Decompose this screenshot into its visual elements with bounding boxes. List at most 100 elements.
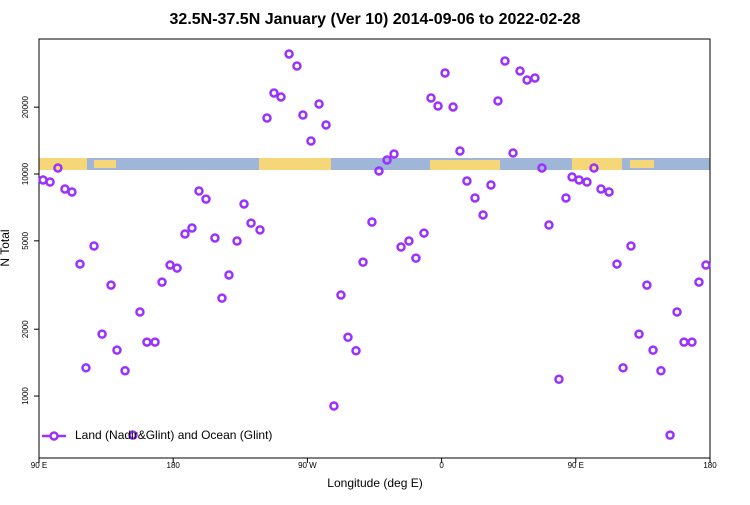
point — [687, 337, 697, 347]
point — [493, 96, 503, 106]
point — [329, 401, 339, 411]
point — [656, 365, 666, 376]
y-tick-label: 20000 — [21, 95, 30, 118]
point — [642, 280, 652, 290]
point — [522, 75, 532, 85]
point — [217, 293, 227, 303]
point — [306, 136, 316, 146]
point — [440, 68, 450, 78]
point — [500, 56, 510, 66]
point — [112, 345, 122, 355]
point — [648, 345, 658, 355]
y-tick-label: 10000 — [21, 162, 30, 185]
point — [455, 146, 465, 156]
point — [292, 61, 302, 71]
x-tick-label: 90 E — [31, 461, 47, 470]
point — [336, 290, 346, 300]
point — [574, 175, 584, 185]
point — [284, 49, 294, 59]
point — [530, 73, 540, 83]
point — [374, 166, 384, 176]
point — [554, 374, 564, 385]
point — [537, 163, 547, 173]
map-strip — [39, 158, 710, 170]
point — [67, 187, 77, 197]
point — [45, 177, 55, 187]
land-strip — [630, 160, 654, 168]
point — [351, 345, 361, 356]
point — [210, 233, 220, 243]
point — [298, 110, 308, 120]
point — [665, 430, 675, 440]
y-tick-label: 1000 — [21, 387, 30, 405]
point — [255, 225, 265, 235]
land-strip — [572, 158, 622, 170]
point — [478, 210, 488, 220]
point — [367, 217, 377, 227]
x-tick-label: 0 — [439, 461, 444, 470]
point — [618, 363, 628, 373]
point — [589, 163, 599, 173]
point — [389, 149, 399, 159]
point — [343, 332, 353, 342]
point — [262, 113, 272, 123]
point — [239, 199, 249, 209]
point — [106, 280, 116, 290]
x-axis-label: Longitude (deg E) — [327, 476, 422, 490]
point — [672, 307, 682, 317]
point — [626, 241, 636, 251]
point — [486, 180, 496, 190]
point — [515, 66, 525, 76]
point — [53, 163, 63, 173]
point — [89, 241, 99, 251]
x-tick-label: 180 — [167, 461, 181, 470]
point — [404, 236, 414, 246]
point — [128, 430, 138, 440]
chart-title: 32.5N-37.5N January (Ver 10) 2014-09-06 … — [170, 11, 581, 28]
point — [448, 102, 458, 112]
point — [224, 270, 234, 280]
point — [508, 148, 518, 158]
x-tick-label: 90 E — [568, 461, 584, 470]
legend-label: Land (Nadir&Glint) and Ocean (Glint) — [75, 428, 272, 442]
point — [433, 101, 443, 111]
point — [419, 228, 429, 238]
point — [382, 155, 392, 165]
point — [157, 277, 167, 287]
point — [269, 88, 279, 98]
plot-frame — [38, 38, 711, 459]
point — [194, 186, 204, 196]
legend-marker — [49, 431, 59, 441]
point — [81, 363, 91, 373]
point — [411, 253, 421, 263]
point — [396, 242, 406, 252]
point — [561, 193, 571, 203]
point — [694, 277, 704, 287]
point — [187, 223, 197, 233]
point — [321, 120, 331, 130]
point — [596, 184, 606, 194]
x-tick-label: 90 W — [298, 461, 317, 470]
point — [150, 337, 160, 347]
point — [634, 329, 644, 339]
y-tick-label: 2000 — [21, 320, 30, 338]
point — [97, 329, 107, 339]
land-strip — [39, 158, 87, 170]
point — [75, 259, 85, 269]
x-tick-label: 180 — [703, 461, 717, 470]
point — [358, 257, 368, 267]
land-strip — [430, 160, 500, 170]
point — [120, 365, 130, 376]
land-strip — [94, 160, 116, 168]
point — [180, 229, 190, 239]
point — [172, 263, 182, 273]
y-axis-label: N Total — [0, 229, 12, 266]
land-strip — [259, 158, 331, 170]
point — [544, 220, 554, 230]
point — [701, 260, 711, 270]
point — [426, 93, 436, 103]
point — [604, 187, 614, 197]
point — [314, 99, 324, 109]
